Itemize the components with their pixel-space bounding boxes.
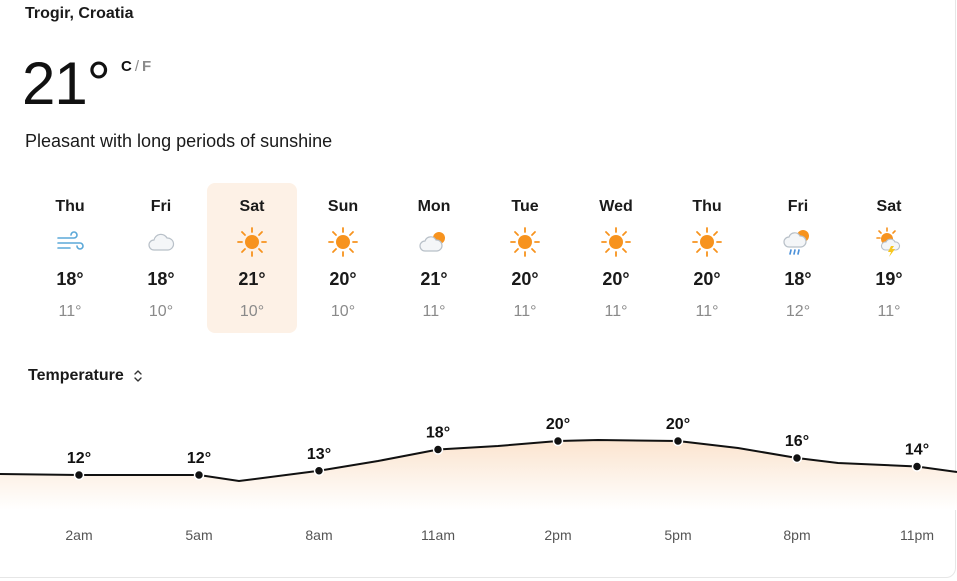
x-tick-label: 2am xyxy=(65,527,92,543)
day-card-selected[interactable]: Sat 21° 10° xyxy=(207,183,297,333)
day-name: Sun xyxy=(327,198,359,215)
sun-icon xyxy=(601,227,631,257)
day-card[interactable]: Sat 19° 11° xyxy=(844,183,934,333)
metric-label: Temperature xyxy=(28,367,124,384)
day-low: 12° xyxy=(785,303,811,320)
condition-text: Pleasant with long periods of sunshine xyxy=(25,131,333,151)
chart-point[interactable] xyxy=(432,444,444,455)
day-low: 11° xyxy=(695,303,719,320)
x-tick-label: 5am xyxy=(185,527,212,543)
chart-point[interactable] xyxy=(672,435,684,447)
day-low: 11° xyxy=(604,303,628,320)
data-label: 16° xyxy=(785,433,809,450)
chart-point[interactable] xyxy=(552,435,564,447)
data-label: 13° xyxy=(307,446,331,463)
data-label: 12° xyxy=(67,450,91,467)
sun-icon xyxy=(237,227,267,257)
day-low: 11° xyxy=(877,303,901,320)
sun-icon xyxy=(510,227,540,257)
temperature-chart: 12° 12° 13° 18° 20° 20° 16° 14° 2am 5am 8am 11am 2p… xyxy=(0,416,957,543)
day-high: 19° xyxy=(875,269,903,289)
location-title: Trogir, Croatia xyxy=(25,5,134,22)
x-tick-label: 2pm xyxy=(544,527,571,543)
day-high: 18° xyxy=(147,269,175,289)
chart-point[interactable] xyxy=(313,465,325,476)
day-card[interactable]: Fri 18° 10° xyxy=(116,183,206,333)
day-low: 10° xyxy=(239,303,265,320)
day-card[interactable]: Mon 21° 11° xyxy=(389,183,479,333)
day-high: 20° xyxy=(329,269,357,289)
data-label: 20° xyxy=(546,416,570,433)
day-high: 21° xyxy=(238,269,266,289)
unit-separator: / xyxy=(134,58,140,75)
rain-sun-icon xyxy=(783,230,809,255)
metric-selector[interactable]: Temperature xyxy=(28,367,144,385)
day-low: 11° xyxy=(58,303,82,320)
day-card[interactable]: Fri 18° 12° xyxy=(753,183,843,333)
day-name: Tue xyxy=(511,198,539,215)
day-high: 20° xyxy=(511,269,539,289)
chevron-up-down-icon xyxy=(134,370,142,382)
day-card[interactable]: Sun 20° 10° xyxy=(298,183,388,333)
day-name: Sat xyxy=(239,198,265,215)
x-tick-label: 8am xyxy=(305,527,332,543)
chart-point[interactable] xyxy=(193,469,205,481)
day-low: 11° xyxy=(513,303,537,320)
daily-forecast: Thu 18° 11° Fri 18° 10° Sat xyxy=(25,183,933,333)
day-name: Thu xyxy=(692,198,722,215)
cloud-icon xyxy=(148,233,175,251)
data-label: 18° xyxy=(426,425,450,442)
day-card[interactable]: Wed 20° 11° xyxy=(571,183,661,333)
current-temperature: 21° xyxy=(22,50,111,117)
temperature-area xyxy=(0,440,957,510)
unit-toggle: C / F xyxy=(121,58,151,75)
day-name: Fri xyxy=(150,198,172,215)
data-label: 14° xyxy=(905,442,929,459)
data-label: 12° xyxy=(187,450,211,467)
data-label: 20° xyxy=(666,416,690,433)
partly-cloudy-icon xyxy=(419,232,445,252)
x-tick-label: 5pm xyxy=(664,527,691,543)
day-name: Mon xyxy=(417,198,451,215)
day-high: 20° xyxy=(602,269,630,289)
sun-icon xyxy=(328,227,358,257)
day-high: 18° xyxy=(784,269,812,289)
day-low: 10° xyxy=(148,303,174,320)
sun-icon xyxy=(692,227,722,257)
chart-point[interactable] xyxy=(911,461,923,472)
day-name: Thu xyxy=(55,198,85,215)
temperature-line xyxy=(0,438,957,483)
x-tick-label: 11am xyxy=(421,527,455,543)
chart-point[interactable] xyxy=(73,469,85,481)
day-card[interactable]: Tue 20° 11° xyxy=(480,183,570,333)
day-high: 21° xyxy=(420,269,448,289)
day-name: Wed xyxy=(599,198,633,215)
day-low: 11° xyxy=(422,303,446,320)
wind-icon xyxy=(57,231,84,250)
day-card[interactable]: Thu 20° 11° xyxy=(662,183,752,333)
day-high: 18° xyxy=(56,269,84,289)
thunder-sun-icon xyxy=(876,227,901,257)
day-high: 20° xyxy=(693,269,721,289)
day-name: Fri xyxy=(787,198,809,215)
day-card[interactable]: Thu 18° 11° xyxy=(25,183,115,333)
chart-point[interactable] xyxy=(791,452,803,464)
x-tick-label: 11pm xyxy=(900,527,934,543)
day-name: Sat xyxy=(876,198,902,215)
celsius-toggle[interactable]: C xyxy=(121,58,132,75)
fahrenheit-toggle[interactable]: F xyxy=(142,58,152,75)
x-tick-label: 8pm xyxy=(783,527,810,543)
day-low: 10° xyxy=(330,303,356,320)
